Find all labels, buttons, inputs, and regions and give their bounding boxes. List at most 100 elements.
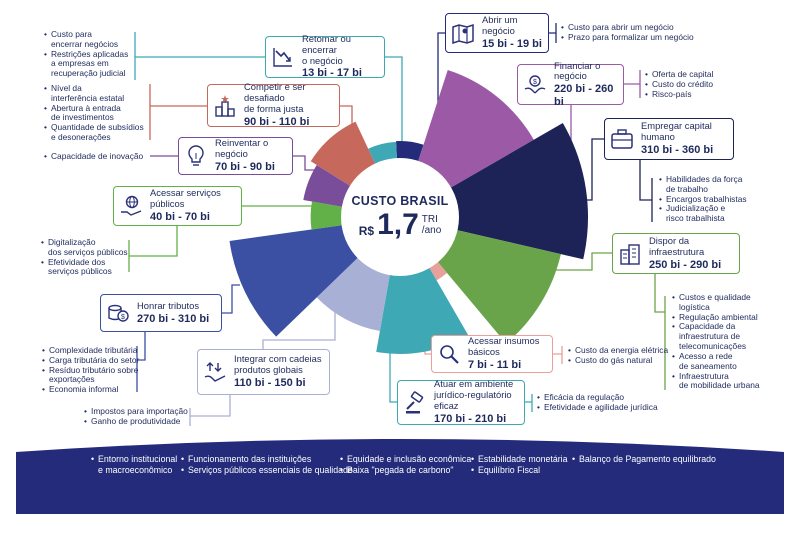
note-item: serviços públicos xyxy=(48,266,112,277)
factor-title-line1: Integrar com cadeias xyxy=(234,353,322,365)
note-item: de mobilidade urbana xyxy=(679,380,760,391)
notes-reinventar: Capacidade de inovação xyxy=(44,151,143,162)
connector-14 xyxy=(189,395,231,426)
footer-item: Equilíbrio Fiscal xyxy=(471,465,568,477)
footer-col-4: Estabilidade monetária Equilíbrio Fiscal xyxy=(471,454,568,477)
connector-24 xyxy=(134,32,265,80)
note-item: infraestrutura de xyxy=(679,331,740,342)
note-item: e desonerações xyxy=(51,132,111,143)
sector-1 xyxy=(396,141,424,162)
footer-item: Entorno institucional xyxy=(91,454,177,466)
exchange-icon xyxy=(202,359,228,385)
note-item: Resíduo tributário sobre xyxy=(42,365,139,376)
podium-icon xyxy=(212,93,238,119)
note-item: Complexidade tributária xyxy=(42,345,139,356)
sector-9 xyxy=(310,201,343,230)
sector-3 xyxy=(450,123,588,260)
notes-juridico: Eficácia da regulação Efetividade e agil… xyxy=(537,392,658,413)
footer-item: Balanço de Pagamento equilibrado xyxy=(572,454,716,466)
notes-insumos: Custo da energia elétrica Custo do gás n… xyxy=(568,345,668,366)
connector-15 xyxy=(222,284,240,314)
note-item: logística xyxy=(679,301,710,312)
note-item: Digitalização xyxy=(41,237,128,248)
footer-item: Estabilidade monetária xyxy=(471,454,568,466)
factor-title-line1: Retomar ou encerrar xyxy=(302,32,351,55)
factor-value: 70 bi - 90 bi xyxy=(215,161,275,173)
note-item: Habilidades da força xyxy=(659,174,747,185)
sector-7 xyxy=(316,257,390,332)
note-item: de trabalho xyxy=(666,183,708,194)
connector-7 xyxy=(555,252,612,271)
note-item: risco trabalhista xyxy=(666,213,725,224)
note-item: Abertura à entrada xyxy=(44,103,144,114)
note-item: telecomunicações xyxy=(679,341,747,352)
factor-value: 7 bi - 11 bi xyxy=(468,359,522,371)
footer-col-3: Equidade e inclusão econômica Baixa "peg… xyxy=(340,454,471,477)
factor-honrar-tributos: $ Honrar tributos 270 bi - 310 bi xyxy=(100,294,222,332)
factor-value: 220 bi - 260 bi xyxy=(554,83,614,108)
factor-value: 15 bi - 19 bi xyxy=(482,38,542,50)
notes-tributos: Complexidade tributária Carga tributária… xyxy=(42,345,139,395)
factor-title: Abrir um negócio xyxy=(482,14,518,37)
magnifier-icon xyxy=(436,341,462,367)
notes-retomar: Custo para encerrar negócios Restrições … xyxy=(44,29,128,79)
note-item: Nível da xyxy=(44,83,144,94)
factor-title: Honrar tributos xyxy=(137,299,200,311)
connector-8 xyxy=(654,274,666,390)
gavel-icon xyxy=(402,390,428,416)
globe-hand-icon xyxy=(118,193,144,219)
sector-5 xyxy=(429,261,448,281)
factor-juridico-regulatorio: Atuar em ambiente jurídico-regulatório e… xyxy=(397,378,525,425)
factor-title-line1: Competir e ser desafiado xyxy=(244,81,306,104)
center-title: CUSTO BRASIL xyxy=(351,194,449,208)
sector-11 xyxy=(310,121,376,187)
factor-title-line2: jurídico-regulatório eficaz xyxy=(434,389,512,412)
sector-8 xyxy=(229,225,359,337)
factor-value: 13 bi - 17 bi xyxy=(302,67,362,80)
note-item: Infraestrutura xyxy=(672,371,760,382)
notes-infraestrutura: Custos e qualidade logística Regulação a… xyxy=(672,292,760,391)
note-item: Eficácia da regulação xyxy=(537,392,658,403)
factor-insumos-basicos: Acessar insumos básicos 7 bi - 11 bi xyxy=(431,335,553,373)
note-item: Capacidade de inovação xyxy=(44,151,143,162)
note-item: dos serviços públicos xyxy=(48,246,128,257)
center-amount: 1,7 xyxy=(377,208,419,241)
footer-col-2: Funcionamento das instituições Serviços … xyxy=(181,454,353,477)
factor-title: Financiar o negócio xyxy=(554,59,601,82)
factor-title: Acessar serviços públicos xyxy=(150,187,221,210)
center-total: CUSTO BRASIL R$ 1,7 TRI /ano xyxy=(341,158,459,276)
connector-6 xyxy=(639,160,653,222)
connector-19 xyxy=(293,155,318,171)
factor-financiar-negocio: $ Financiar o negócio 220 bi - 260 bi xyxy=(517,59,624,108)
factor-title-line1: Atuar em ambiente xyxy=(434,378,514,390)
note-item: Carga tributária do setor xyxy=(42,355,139,366)
factor-servicos-publicos: Acessar serviços públicos 40 bi - 70 bi xyxy=(113,186,242,226)
note-item: Capacidade da xyxy=(672,322,760,332)
note-item: Custo para xyxy=(44,29,128,40)
notes-abrir: Custo para abrir um negócio Prazo para f… xyxy=(561,22,694,43)
wheel-sectors xyxy=(229,70,588,354)
footer-col-5: Balanço de Pagamento equilibrado xyxy=(572,454,716,466)
coins-icon: $ xyxy=(105,300,131,326)
factor-value: 310 bi - 360 bi xyxy=(641,144,714,156)
chart-down-icon xyxy=(270,44,296,70)
factor-title: Reinventar o negócio xyxy=(215,137,269,160)
note-item: Custo do crédito xyxy=(645,79,713,90)
note-item: Custos e qualidade xyxy=(672,292,760,303)
connector-10 xyxy=(553,346,563,364)
factor-title: Acessar insumos básicos xyxy=(468,335,540,358)
factor-title-line2: produtos globais xyxy=(234,364,303,376)
center-unit-tri: TRI xyxy=(421,213,438,225)
money-hands-icon: $ xyxy=(522,72,548,98)
map-icon xyxy=(450,20,476,46)
factor-value: 110 bi - 150 bi xyxy=(234,376,306,389)
notes-financiar: Oferta de capital Custo do crédito Risco… xyxy=(645,69,713,99)
note-item: Prazo para formalizar um negócio xyxy=(561,32,694,43)
factor-value: 40 bi - 70 bi xyxy=(150,211,210,223)
footer-band: Entorno institucional e macroeconômico F… xyxy=(16,436,784,514)
factor-retomar-encerrar: Retomar ou encerrar o negócio 13 bi - 17… xyxy=(265,32,385,80)
note-item: encerrar negócios xyxy=(51,38,119,49)
note-item: Efetividade dos xyxy=(41,257,128,268)
sector-10 xyxy=(303,164,351,207)
